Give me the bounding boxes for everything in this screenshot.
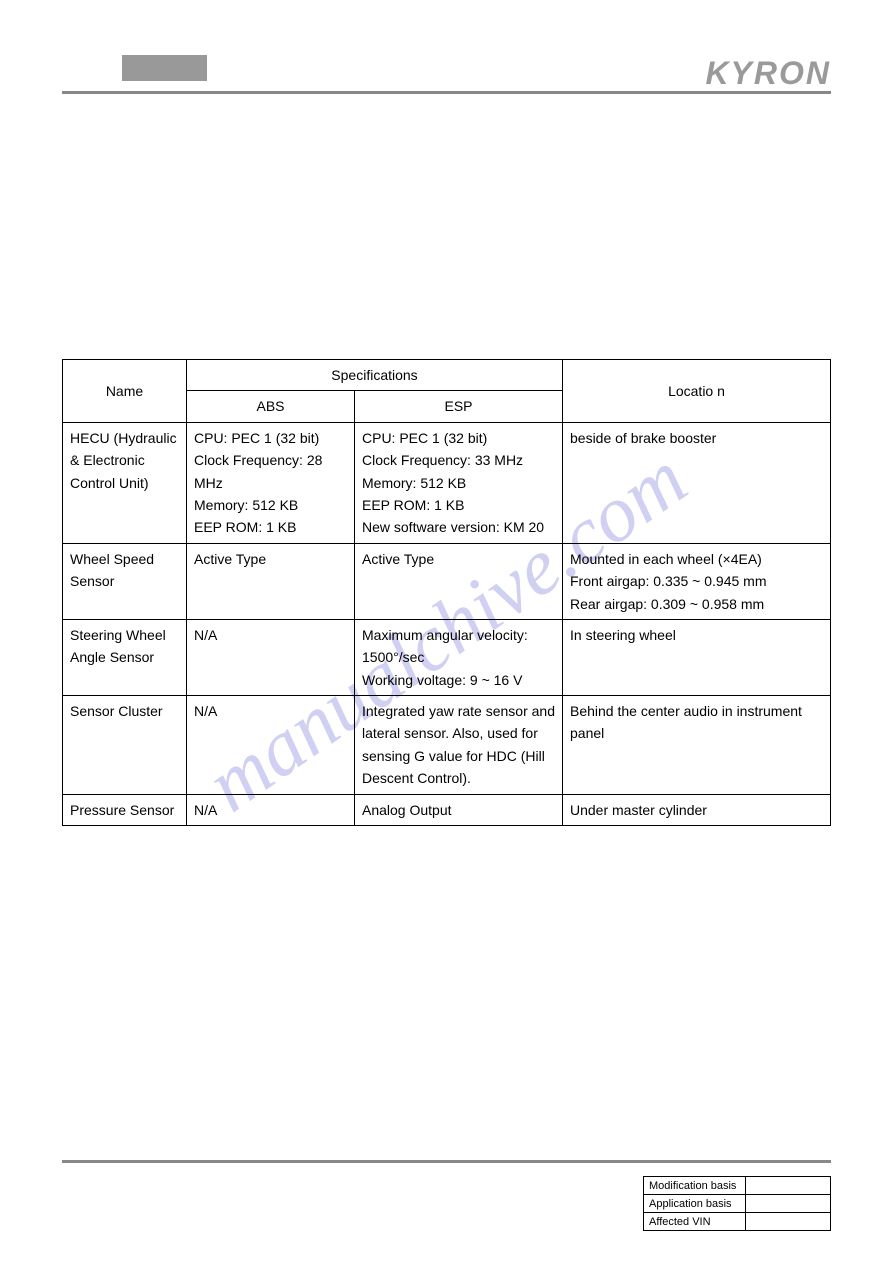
cell-location: Behind the center audio in instrument pa… xyxy=(563,696,831,795)
brand-logo: KYRON xyxy=(705,55,831,92)
specification-table: Name Specifications Locatio n ABS ESP HE… xyxy=(62,359,831,826)
cell-abs: CPU: PEC 1 (32 bit)Clock Frequency: 28 M… xyxy=(187,422,355,543)
footer-label: Modification basis xyxy=(644,1177,746,1195)
cell-esp: Analog Output xyxy=(355,794,563,825)
header-abs: ABS xyxy=(187,391,355,422)
header-esp: ESP xyxy=(355,391,563,422)
header-gray-block xyxy=(122,55,207,81)
cell-abs: N/A xyxy=(187,696,355,795)
footer-value xyxy=(746,1177,831,1195)
cell-esp: Maximum angular velocity: 1500°/secWorki… xyxy=(355,619,563,695)
table-row: Pressure Sensor N/A Analog Output Under … xyxy=(63,794,831,825)
cell-location: In steering wheel xyxy=(563,619,831,695)
cell-esp: Integrated yaw rate sensor and lateral s… xyxy=(355,696,563,795)
header-name: Name xyxy=(63,360,187,423)
footer-row: Affected VIN xyxy=(644,1213,831,1231)
header-location: Locatio n xyxy=(563,360,831,423)
page-header: KYRON xyxy=(0,0,893,94)
table-row: Wheel Speed Sensor Active Type Active Ty… xyxy=(63,543,831,619)
cell-esp: Active Type xyxy=(355,543,563,619)
cell-name: HECU (Hydraulic & Electronic Control Uni… xyxy=(63,422,187,543)
cell-name: Wheel Speed Sensor xyxy=(63,543,187,619)
table-row: HECU (Hydraulic & Electronic Control Uni… xyxy=(63,422,831,543)
footer-label: Application basis xyxy=(644,1195,746,1213)
table-row: Sensor Cluster N/A Integrated yaw rate s… xyxy=(63,696,831,795)
cell-abs: N/A xyxy=(187,619,355,695)
footer-label: Affected VIN xyxy=(644,1213,746,1231)
cell-name: Sensor Cluster xyxy=(63,696,187,795)
footer-rule xyxy=(62,1160,831,1163)
cell-abs: N/A xyxy=(187,794,355,825)
cell-location: beside of brake booster xyxy=(563,422,831,543)
table-body: HECU (Hydraulic & Electronic Control Uni… xyxy=(63,422,831,825)
table-header-row-1: Name Specifications Locatio n xyxy=(63,360,831,391)
cell-name: Pressure Sensor xyxy=(63,794,187,825)
footer-value xyxy=(746,1195,831,1213)
table-row: Steering Wheel Angle Sensor N/A Maximum … xyxy=(63,619,831,695)
cell-location: Under master cylinder xyxy=(563,794,831,825)
footer-row: Modification basis xyxy=(644,1177,831,1195)
cell-abs: Active Type xyxy=(187,543,355,619)
footer-value xyxy=(746,1213,831,1231)
cell-location: Mounted in each wheel (×4EA)Front airgap… xyxy=(563,543,831,619)
header-specifications: Specifications xyxy=(187,360,563,391)
footer-info-table: Modification basis Application basis Aff… xyxy=(643,1176,831,1231)
cell-name: Steering Wheel Angle Sensor xyxy=(63,619,187,695)
footer-row: Application basis xyxy=(644,1195,831,1213)
content-area: Name Specifications Locatio n ABS ESP HE… xyxy=(0,359,893,826)
cell-esp: CPU: PEC 1 (32 bit)Clock Frequency: 33 M… xyxy=(355,422,563,543)
